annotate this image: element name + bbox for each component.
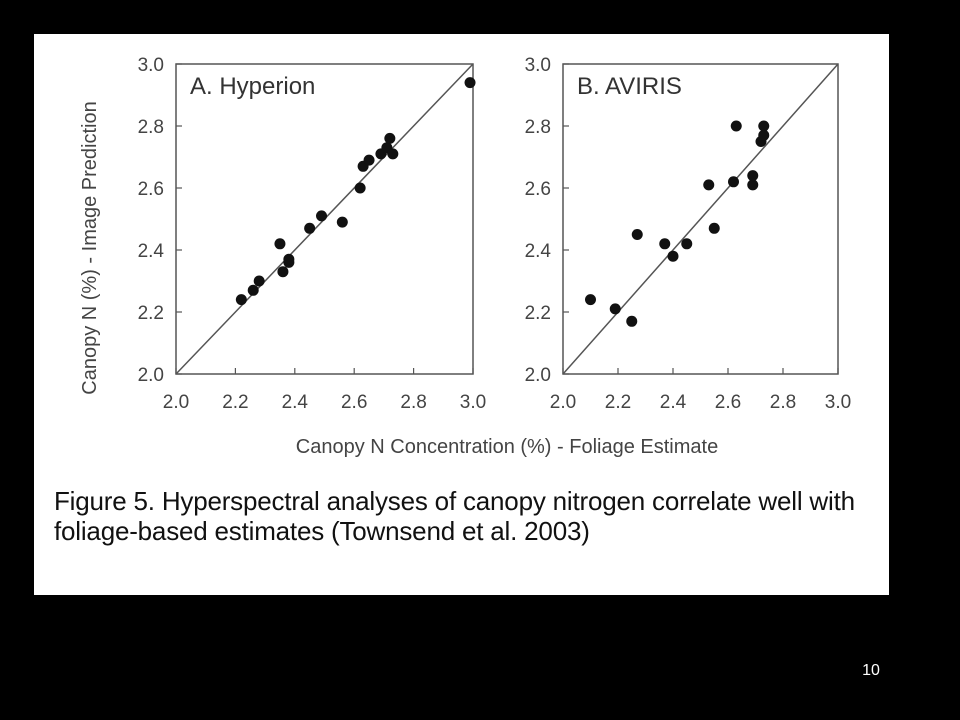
- data-point: [283, 253, 295, 265]
- data-point: [708, 222, 720, 234]
- data-point: [747, 179, 759, 191]
- y-axis-label: Canopy N (%) - Image Prediction: [79, 101, 101, 394]
- data-point: [274, 238, 286, 250]
- y-tick-label: 2.0: [138, 365, 164, 386]
- x-tick-label: 2.6: [715, 392, 741, 413]
- data-point: [728, 176, 739, 188]
- x-tick-label: 2.6: [341, 392, 367, 413]
- one-to-one-line: [562, 63, 839, 375]
- data-point: [730, 120, 742, 132]
- data-point: [336, 216, 348, 228]
- data-point: [758, 120, 770, 132]
- x-tick-label: 2.0: [550, 392, 576, 413]
- panel-title: A. Hyperion: [190, 73, 315, 100]
- data-point: [387, 148, 399, 160]
- data-point: [354, 182, 366, 194]
- data-point: [253, 275, 265, 287]
- figure-panel: Canopy N (%) - Image Prediction Canopy N…: [34, 34, 889, 595]
- x-tick-label: 3.0: [825, 392, 851, 413]
- x-tick-label: 3.0: [460, 392, 486, 413]
- data-point: [384, 132, 396, 144]
- scatter-panel-1: 2.0 2.0 2.2 2.2 2.4 2.4 2.6 2.6 2.8 2.8 3.0 3.0 A. H…: [138, 55, 487, 413]
- data-point: [235, 294, 247, 306]
- data-point: [316, 210, 328, 222]
- data-point: [609, 303, 621, 315]
- data-point: [703, 179, 715, 191]
- data-point: [631, 229, 643, 240]
- x-tick-label: 2.4: [282, 392, 309, 413]
- data-point: [626, 315, 638, 327]
- y-tick-label: 2.2: [138, 303, 164, 324]
- data-point: [277, 266, 289, 278]
- y-tick-label: 2.6: [525, 179, 551, 200]
- data-point: [659, 238, 671, 250]
- data-point: [247, 284, 259, 296]
- data-point: [304, 222, 316, 234]
- plot-frame: [562, 63, 839, 375]
- data-point: [758, 129, 770, 141]
- panel-title: B. AVIRIS: [577, 73, 682, 100]
- x-tick-label: 2.0: [163, 392, 189, 413]
- y-tick-label: 2.2: [525, 303, 551, 324]
- y-tick-label: 2.6: [138, 179, 164, 200]
- data-point: [363, 154, 375, 166]
- x-tick-label: 2.2: [605, 392, 631, 413]
- data-point: [747, 170, 759, 182]
- figure-caption: Figure 5. Hyperspectral analyses of cano…: [54, 486, 855, 546]
- x-tick-label: 2.8: [400, 392, 426, 413]
- x-tick-label: 2.8: [770, 392, 796, 413]
- y-tick-label: 2.8: [138, 117, 164, 138]
- data-point: [667, 250, 679, 262]
- slide-number: 10: [862, 662, 880, 679]
- y-tick-label: 2.4: [525, 241, 552, 262]
- y-tick-label: 3.0: [138, 55, 164, 76]
- scatter-panel-2: 2.0 2.0 2.2 2.2 2.4 2.4 2.6 2.6 2.8 2.8 3.0 3.0 B. A…: [525, 55, 852, 413]
- y-tick-label: 2.0: [525, 365, 551, 386]
- data-point: [681, 238, 693, 250]
- data-point: [585, 294, 596, 306]
- scatter-chart: Canopy N (%) - Image Prediction Canopy N…: [79, 55, 852, 458]
- x-axis-label: Canopy N Concentration (%) - Foliage Est…: [296, 436, 718, 458]
- data-point: [464, 77, 476, 89]
- y-tick-label: 3.0: [525, 55, 551, 76]
- y-tick-label: 2.8: [525, 117, 551, 138]
- y-tick-label: 2.4: [138, 241, 165, 262]
- plot-frame: [175, 63, 474, 375]
- x-tick-label: 2.4: [660, 392, 687, 413]
- x-tick-label: 2.2: [222, 392, 248, 413]
